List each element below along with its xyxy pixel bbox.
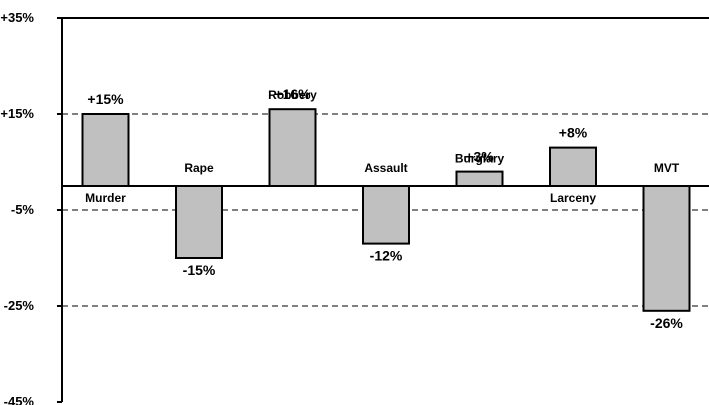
category-label: MVT	[654, 161, 680, 175]
bar-mvt	[642, 185, 691, 312]
category-label: Robbery	[268, 88, 317, 102]
data-label: +16%	[274, 86, 311, 102]
data-label: -26%	[650, 315, 683, 331]
bar-larceny	[549, 146, 597, 188]
data-label: +15%	[87, 91, 124, 107]
data-label: +8%	[559, 125, 588, 141]
category-label: Larceny	[550, 191, 596, 205]
bar-assault	[362, 185, 410, 245]
category-label: Burglary	[455, 152, 505, 166]
category-label: Rape	[184, 161, 214, 175]
y-tick-label: -25%	[4, 298, 35, 313]
data-label: -12%	[370, 248, 403, 264]
y-tick-label: -45%	[4, 394, 35, 405]
data-label: +3%	[465, 149, 494, 165]
y-tick-label: +15%	[0, 106, 34, 121]
category-label: Assault	[364, 161, 407, 175]
bars	[81, 108, 691, 312]
y-tick-label: +35%	[0, 10, 34, 25]
labels: +35% +15% -5% -25% -45% +15% Murder -15% Rape +16…	[0, 10, 683, 405]
bar-rape	[175, 185, 223, 259]
bar-murder	[81, 113, 130, 187]
axes	[57, 17, 709, 403]
data-label: -15%	[183, 262, 216, 278]
bar-burglary	[455, 170, 504, 188]
category-label: Murder	[85, 191, 126, 205]
y-tick-label: -5%	[11, 202, 35, 217]
bar-robbery	[268, 108, 317, 187]
